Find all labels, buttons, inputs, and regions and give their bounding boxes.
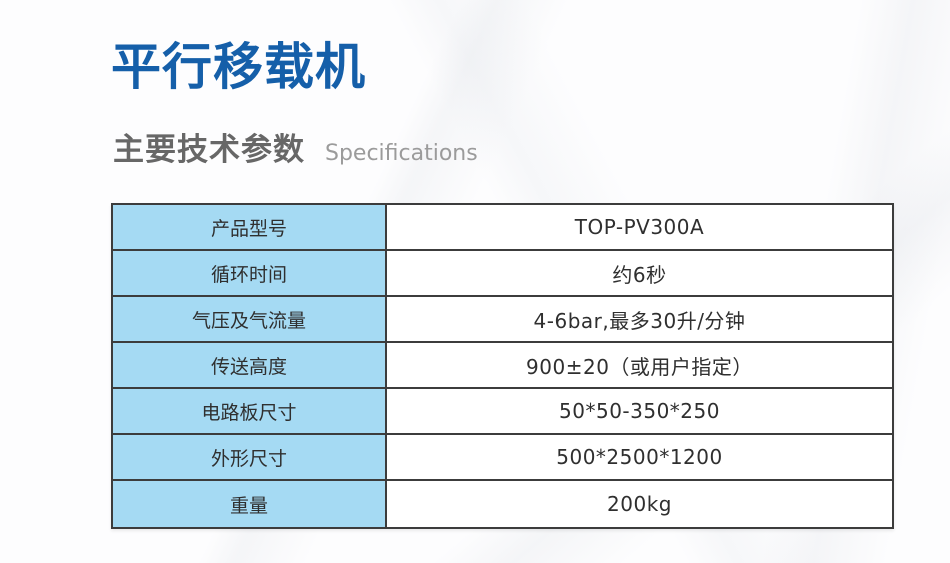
spec-row: 产品型号 TOP-PV300A — [113, 205, 892, 251]
spec-row: 电路板尺寸 50*50-350*250 — [113, 389, 892, 435]
spec-row: 重量 200kg — [113, 481, 892, 527]
spec-row: 气压及气流量 4-6bar,最多30升/分钟 — [113, 297, 892, 343]
section-title: 主要技术参数 — [113, 132, 305, 168]
spec-table: 产品型号 TOP-PV300A 循环时间 约6秒 气压及气流量 4-6bar,最多30升/… — [111, 203, 894, 529]
page-title: 平行移载机 — [111, 38, 366, 96]
spec-label-cell: 传送高度 — [113, 343, 387, 387]
spec-value-cell: 900±20（或用户指定） — [387, 343, 892, 387]
spec-value-cell: TOP-PV300A — [387, 205, 892, 249]
section-header: 主要技术参数 Specifications — [113, 124, 478, 169]
spec-label-cell: 气压及气流量 — [113, 297, 387, 341]
spec-value-cell: 4-6bar,最多30升/分钟 — [387, 297, 892, 341]
spec-row: 外形尺寸 500*2500*1200 — [113, 435, 892, 481]
section-subtitle-en: Specifications — [325, 141, 478, 166]
spec-label-cell: 重量 — [113, 481, 387, 527]
spec-value-cell: 200kg — [387, 481, 892, 527]
spec-row: 循环时间 约6秒 — [113, 251, 892, 297]
spec-label-cell: 外形尺寸 — [113, 435, 387, 479]
spec-label-cell: 循环时间 — [113, 251, 387, 295]
spec-label-cell: 电路板尺寸 — [113, 389, 387, 433]
spec-value-cell: 500*2500*1200 — [387, 435, 892, 479]
spec-label-cell: 产品型号 — [113, 205, 387, 249]
spec-row: 传送高度 900±20（或用户指定） — [113, 343, 892, 389]
spec-value-cell: 约6秒 — [387, 251, 892, 295]
spec-value-cell: 50*50-350*250 — [387, 389, 892, 433]
